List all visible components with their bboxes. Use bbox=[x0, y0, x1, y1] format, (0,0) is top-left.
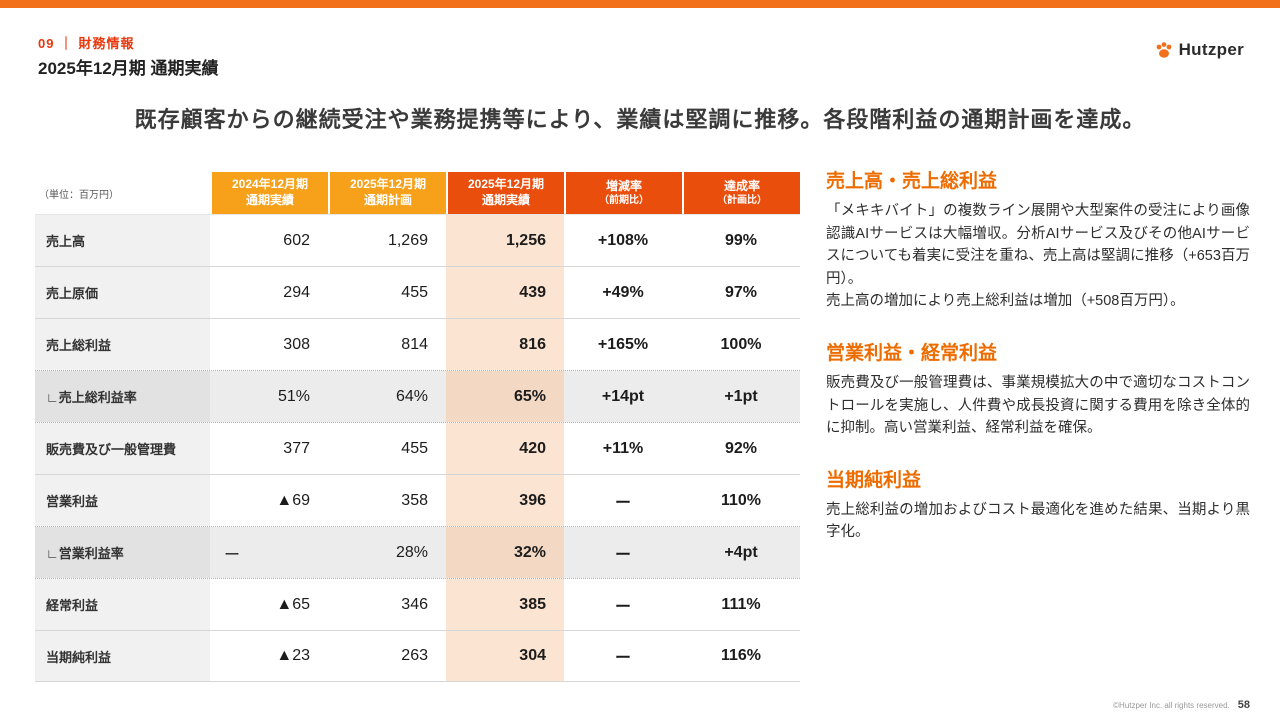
table-row: 売上総利益 308 814 816 +165% 100% bbox=[35, 318, 800, 370]
row-label: ∟営業利益率 bbox=[35, 527, 210, 578]
hutzper-logo-text: Hutzper bbox=[1178, 40, 1244, 59]
table-row: ∟売上総利益率 51% 64% 65% +14pt +1pt bbox=[35, 370, 800, 422]
table-row: 売上原価 294 455 439 +49% 97% bbox=[35, 266, 800, 318]
table-cell: ▲69 bbox=[210, 475, 328, 526]
table-cell: 602 bbox=[210, 215, 328, 266]
table-cell: 51% bbox=[210, 371, 328, 422]
table-cell: +165% bbox=[564, 319, 682, 370]
table-cell: 420 bbox=[446, 423, 564, 474]
table-row: 売上高 602 1,269 1,256 +108% 99% bbox=[35, 214, 800, 266]
table-cell: ー bbox=[564, 631, 682, 681]
table-cell: 32% bbox=[446, 527, 564, 578]
row-label: 販売費及び一般管理費 bbox=[35, 423, 210, 474]
commentary-panel: 売上高・売上総利益「メキキバイト」の複数ライン展開や大型案件の受注により画像認識… bbox=[826, 166, 1250, 569]
table-cell: 92% bbox=[682, 423, 800, 474]
table-cell: +49% bbox=[564, 267, 682, 318]
table-row: 経常利益 ▲65 346 385 ー 111% bbox=[35, 578, 800, 630]
table-header-row: （単位：百万円） 2024年12月期 通期実績 2025年12月期 通期計画 2025年… bbox=[35, 172, 800, 214]
table-cell: 1,269 bbox=[328, 215, 446, 266]
table-cell: 396 bbox=[446, 475, 564, 526]
commentary-body: 販売費及び一般管理費は、事業規模拡大の中で適切なコストコントロールを実施し、人件… bbox=[826, 375, 1250, 437]
row-label: 売上原価 bbox=[35, 267, 210, 318]
table-cell: 816 bbox=[446, 319, 564, 370]
page-number: 58 bbox=[1237, 699, 1250, 711]
table-cell: +11% bbox=[564, 423, 682, 474]
top-accent-bar bbox=[0, 0, 1280, 8]
table-cell: +14pt bbox=[564, 371, 682, 422]
column-header: 2025年12月期 通期計画 bbox=[328, 172, 446, 214]
unit-label: （単位：百万円） bbox=[35, 172, 210, 214]
table-cell: 116% bbox=[682, 631, 800, 681]
table-cell: ▲23 bbox=[210, 631, 328, 681]
column-header: 増減率 （前期比） bbox=[564, 172, 682, 214]
copyright: ©Hutzper Inc. all rights reserved. bbox=[1113, 701, 1230, 710]
row-label: 営業利益 bbox=[35, 475, 210, 526]
table-cell: 358 bbox=[328, 475, 446, 526]
table-cell: 304 bbox=[446, 631, 564, 681]
table-cell: ー bbox=[564, 527, 682, 578]
commentary-body: 「メキキバイト」の複数ライン展開や大型案件の受注により画像認識AIサービスは大幅… bbox=[826, 203, 1250, 310]
table-cell: ー bbox=[210, 527, 328, 578]
table-cell: ー bbox=[564, 579, 682, 630]
column-header: 2025年12月期 通期実績 bbox=[446, 172, 564, 214]
section-tag: 09 ｜ 財務情報 bbox=[38, 33, 135, 52]
table-cell: ▲65 bbox=[210, 579, 328, 630]
column-header: 2024年12月期 通期実績 bbox=[210, 172, 328, 214]
table-cell: 110% bbox=[682, 475, 800, 526]
section-divider: ｜ bbox=[59, 36, 74, 51]
table-row: 営業利益 ▲69 358 396 ー 110% bbox=[35, 474, 800, 526]
table-row: ∟営業利益率ー 28% 32% ー +4pt bbox=[35, 526, 800, 578]
commentary-heading: 当期純利益 bbox=[826, 469, 922, 491]
table-cell: 377 bbox=[210, 423, 328, 474]
table-cell: +1pt bbox=[682, 371, 800, 422]
footer: ©Hutzper Inc. all rights reserved. 58 bbox=[1113, 699, 1250, 711]
commentary-body: 売上総利益の増加およびコスト最適化を進めた結果、当期より黒字化。 bbox=[826, 501, 1250, 541]
table-cell: 385 bbox=[446, 579, 564, 630]
table-cell: 814 bbox=[328, 319, 446, 370]
headline: 既存顧客からの継続受注や業務提携等により、業績は堅調に推移。各段階利益の通期計画… bbox=[134, 107, 1146, 132]
column-header: 達成率 （計画比） bbox=[682, 172, 800, 214]
table-cell: 100% bbox=[682, 319, 800, 370]
table-row: 当期純利益 ▲23 263 304 ー 116% bbox=[35, 630, 800, 682]
commentary-heading: 営業利益・経常利益 bbox=[826, 343, 998, 365]
row-label: 経常利益 bbox=[35, 579, 210, 630]
commentary-section: 営業利益・経常利益販売費及び一般管理費は、事業規模拡大の中で適切なコストコントロ… bbox=[826, 338, 1250, 440]
row-label: 当期純利益 bbox=[35, 631, 210, 681]
table-cell: 455 bbox=[328, 423, 446, 474]
table-cell: 1,256 bbox=[446, 215, 564, 266]
row-label: 売上総利益 bbox=[35, 319, 210, 370]
table-row: 販売費及び一般管理費 377 455 420 +11% 92% bbox=[35, 422, 800, 474]
row-label: ∟売上総利益率 bbox=[35, 371, 210, 422]
table-cell: 294 bbox=[210, 267, 328, 318]
table-cell: 439 bbox=[446, 267, 564, 318]
table-cell: +4pt bbox=[682, 527, 800, 578]
table-cell: +108% bbox=[564, 215, 682, 266]
hutzper-logo-icon bbox=[1156, 42, 1172, 58]
commentary-section: 当期純利益売上総利益の増加およびコスト最適化を進めた結果、当期より黒字化。 bbox=[826, 465, 1250, 544]
commentary-heading: 売上高・売上総利益 bbox=[826, 171, 998, 192]
table-cell: 308 bbox=[210, 319, 328, 370]
table-cell: 99% bbox=[682, 215, 800, 266]
page-title: 2025年12月期 通期実績 bbox=[38, 59, 219, 78]
financial-table-body: 売上高 602 1,269 1,256 +108% 99% 売上原価 294 455 439 +49… bbox=[35, 214, 800, 682]
section-number: 09 bbox=[38, 36, 55, 51]
table-cell: 111% bbox=[682, 579, 800, 630]
table-cell: 455 bbox=[328, 267, 446, 318]
financial-table: （単位：百万円） 2024年12月期 通期実績 2025年12月期 通期計画 2025年… bbox=[35, 172, 800, 682]
commentary-section: 売上高・売上総利益「メキキバイト」の複数ライン展開や大型案件の受注により画像認識… bbox=[826, 166, 1250, 313]
table-cell: 346 bbox=[328, 579, 446, 630]
table-cell: 28% bbox=[328, 527, 446, 578]
section-label: 財務情報 bbox=[78, 36, 135, 51]
table-cell: 64% bbox=[328, 371, 446, 422]
table-cell: ー bbox=[564, 475, 682, 526]
hutzper-logo: Hutzper bbox=[1154, 40, 1244, 60]
table-cell: 97% bbox=[682, 267, 800, 318]
table-cell: 65% bbox=[446, 371, 564, 422]
table-cell: 263 bbox=[328, 631, 446, 681]
row-label: 売上高 bbox=[35, 215, 210, 266]
